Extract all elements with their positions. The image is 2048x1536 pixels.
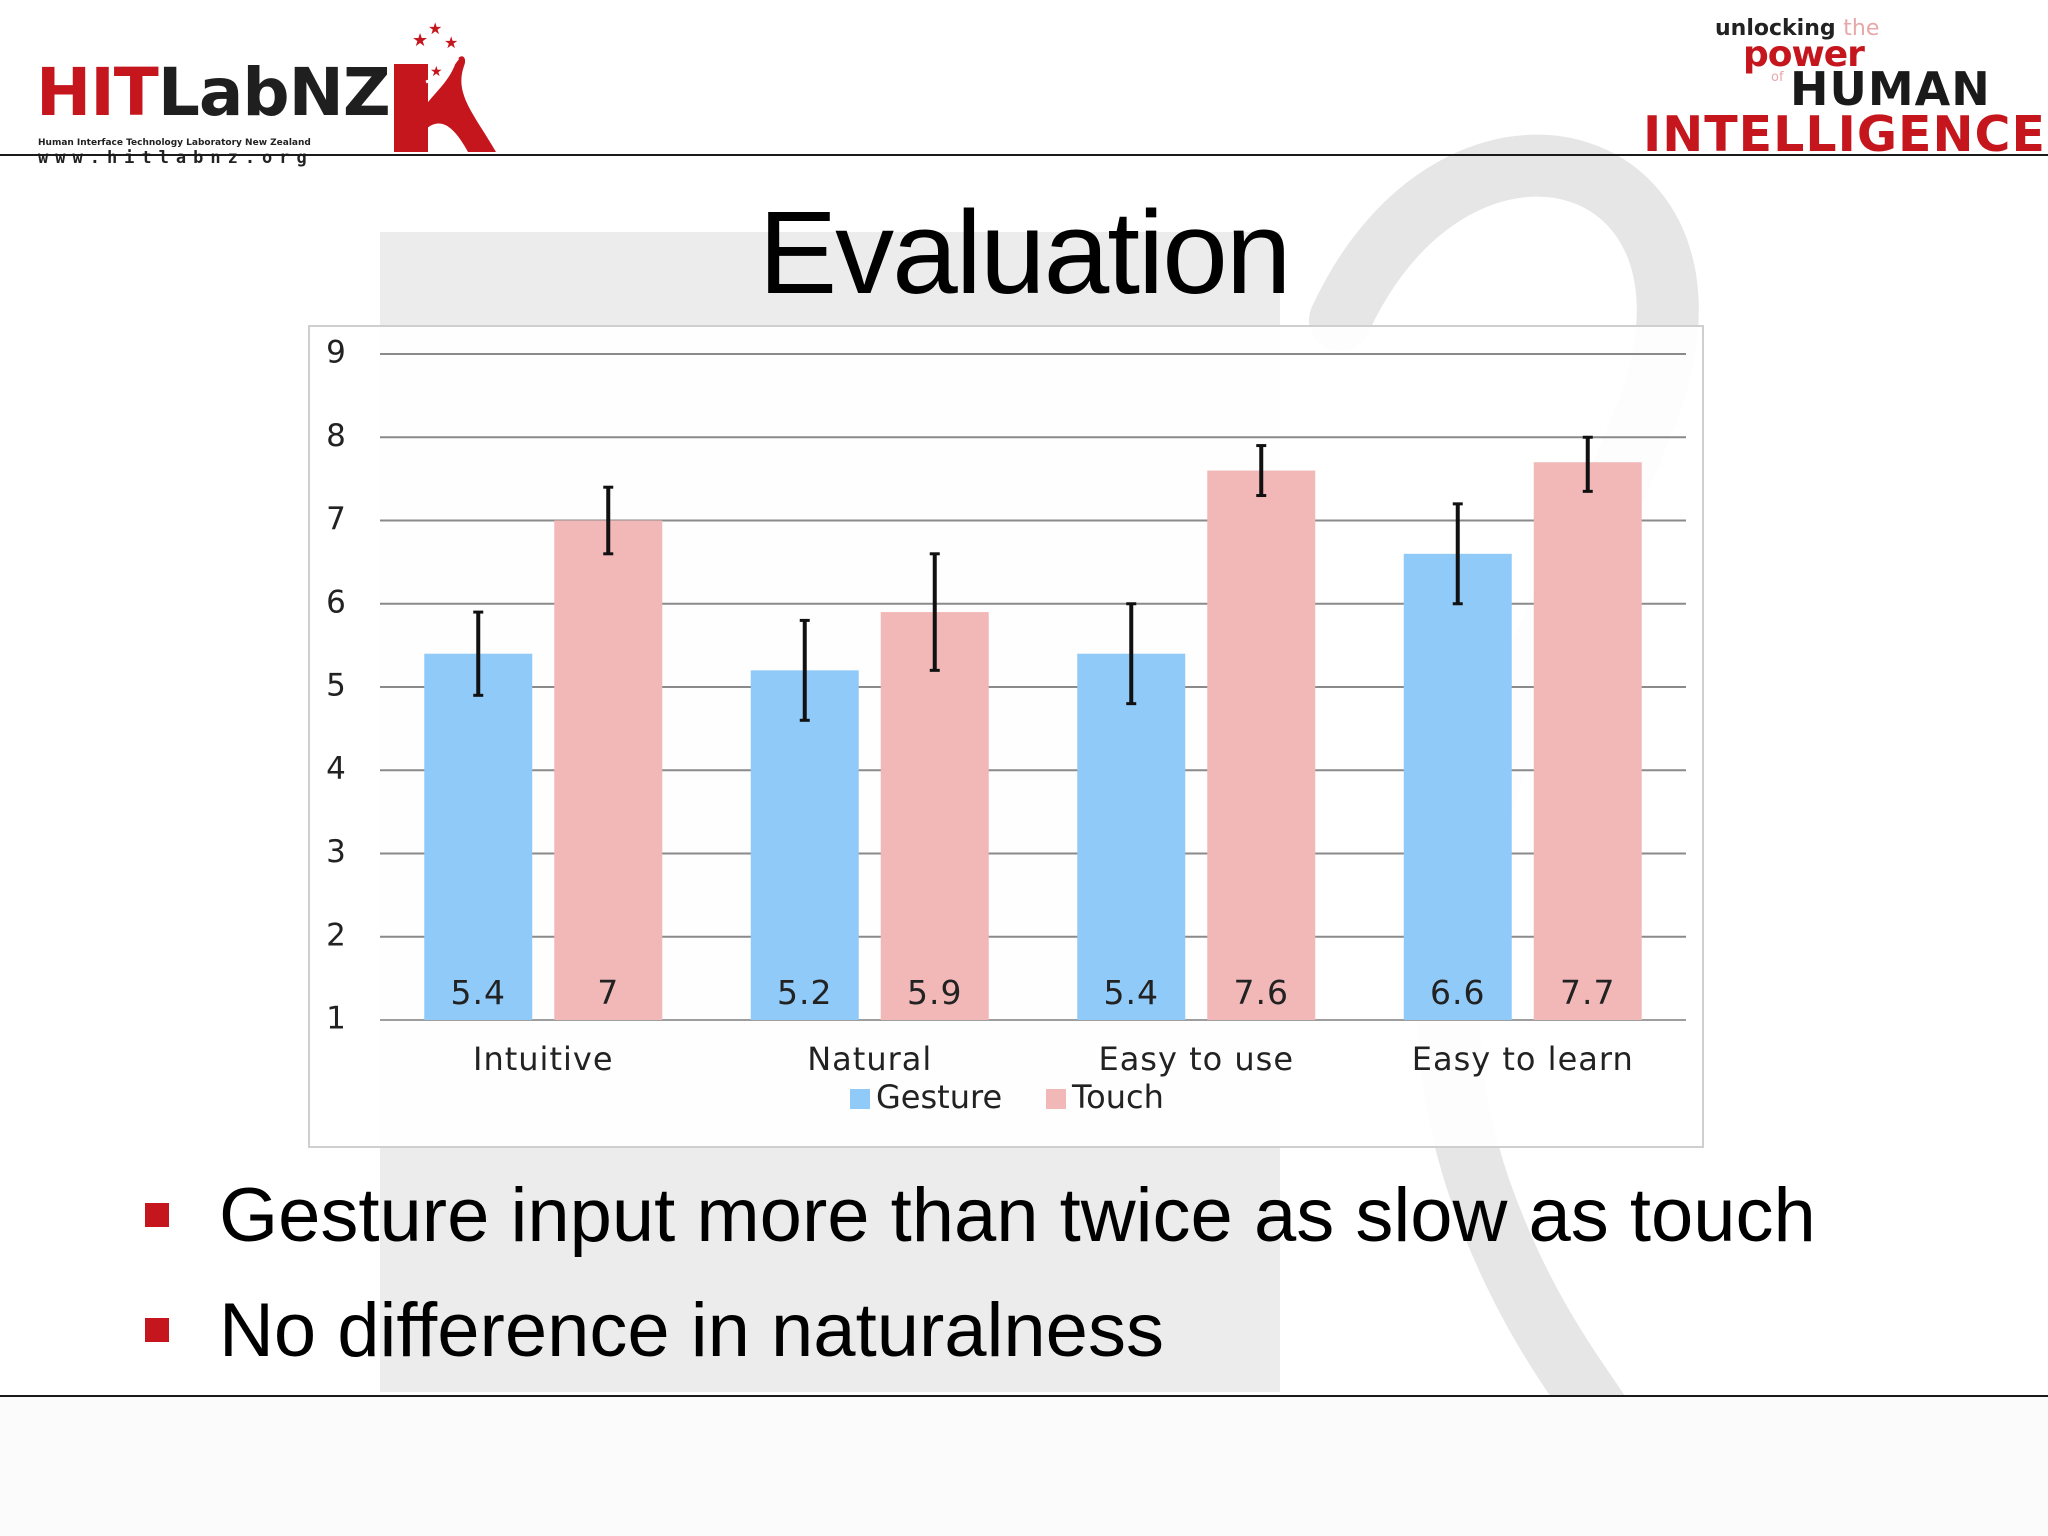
logo-figure-icon: ★ ★ ★ ★ — [394, 22, 496, 153]
y-tick-label: 2 — [326, 917, 346, 953]
logo-wordmark: HITLabNZ — [36, 60, 391, 126]
logo-human: HUMAN — [1790, 62, 1991, 116]
y-tick-label: 5 — [326, 668, 346, 704]
logo-unlocking: unlocking — [1715, 16, 1836, 41]
svg-text:★: ★ — [428, 22, 442, 38]
data-label: 7.7 — [1560, 973, 1615, 1012]
logo-line-unlocking: unlocking the — [1715, 16, 1879, 41]
bar-gesture — [424, 653, 533, 1020]
x-category-label: Easy to use — [1098, 1040, 1294, 1078]
y-tick-label: 3 — [326, 834, 346, 870]
x-category-label: Easy to learn — [1412, 1040, 1634, 1078]
logo-of: of — [1771, 70, 1784, 85]
chart-panel: 1 2 3 4 5 6 7 8 9 5.4 7 Intuitive 5.2 5.9 Natural 5.4 7.… — [308, 325, 1704, 1148]
footer-divider — [0, 1395, 2048, 1397]
y-tick-label: 6 — [326, 584, 346, 620]
data-label: 7 — [597, 973, 619, 1012]
bar-touch — [880, 612, 989, 1020]
bar-touch — [554, 520, 663, 1020]
bullet-item: Gesture input more than twice as slow as… — [145, 1172, 1995, 1287]
logo-power: power — [1743, 34, 1865, 75]
data-label: 5.4 — [1104, 973, 1159, 1012]
bar-gesture — [750, 670, 859, 1020]
svg-text:★: ★ — [412, 30, 428, 51]
bar-touch — [1533, 462, 1642, 1021]
x-category-label: Natural — [807, 1040, 932, 1078]
human-intelligence-logo: unlocking the power of HUMAN INTELLIGENC… — [1630, 12, 2045, 163]
logo-labnz: LabNZ — [157, 54, 391, 131]
legend-swatch-gesture — [850, 1089, 870, 1109]
legend-label: Gesture — [876, 1078, 1002, 1116]
header-divider — [0, 154, 2048, 156]
bar-gesture — [1077, 653, 1186, 1020]
data-label: 5.4 — [451, 973, 506, 1012]
slide-title: Evaluation — [758, 187, 1291, 319]
y-tick-label: 4 — [326, 751, 346, 787]
y-tick-label: 1 — [326, 1001, 346, 1037]
bullet-text: Gesture input more than twice as slow as… — [219, 1173, 1816, 1258]
svg-text:★: ★ — [444, 33, 458, 52]
y-tick-label: 9 — [326, 335, 346, 371]
bar-gesture — [1403, 553, 1512, 1020]
logo-url: www.hitlabnz.org — [38, 148, 314, 168]
bar-touch — [1207, 470, 1316, 1020]
logo-hit: HIT — [36, 54, 159, 131]
hitlabnz-logo: HITLabNZ Human Interface Technology Labo… — [36, 22, 536, 168]
data-label: 5.2 — [777, 973, 832, 1012]
logo-subtitle: Human Interface Technology Laboratory Ne… — [38, 138, 311, 148]
bullet-square-icon — [145, 1318, 169, 1342]
footer-band — [0, 1397, 2048, 1536]
legend-label: Touch — [1071, 1078, 1164, 1116]
data-label: 6.6 — [1430, 973, 1485, 1012]
logo-intelligence: INTELLIGENCE — [1643, 106, 2046, 163]
bullet-item: No difference in naturalness — [145, 1287, 1995, 1402]
bullet-list: Gesture input more than twice as slow as… — [145, 1172, 1995, 1402]
y-tick-label: 8 — [326, 418, 346, 454]
legend-swatch-touch — [1046, 1089, 1066, 1109]
svg-text:★: ★ — [430, 64, 443, 80]
data-label: 5.9 — [907, 973, 962, 1012]
y-tick-label: 7 — [326, 501, 346, 537]
logo-the: the — [1843, 16, 1880, 41]
bullet-square-icon — [145, 1203, 169, 1227]
data-label: 7.6 — [1234, 973, 1289, 1012]
bullet-text: No difference in naturalness — [219, 1288, 1164, 1373]
bar-chart: 1 2 3 4 5 6 7 8 9 5.4 7 Intuitive 5.2 5.9 Natural 5.4 7.… — [326, 335, 1686, 1116]
x-category-label: Intuitive — [473, 1040, 614, 1078]
